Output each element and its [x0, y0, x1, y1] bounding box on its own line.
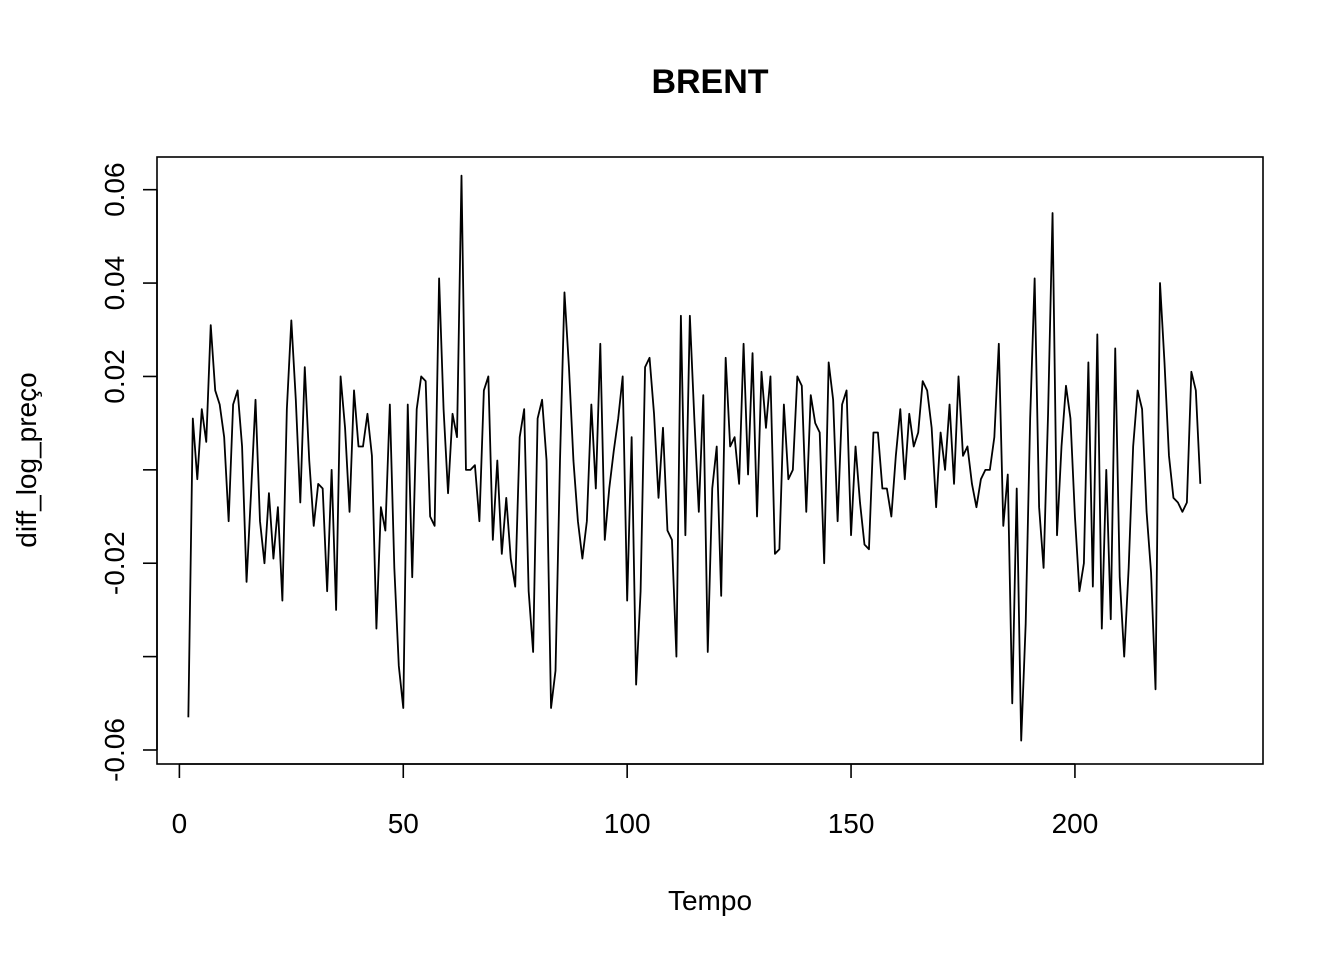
x-tick-label: 150: [828, 808, 875, 839]
y-tick-label: -0.06: [99, 718, 130, 782]
y-axis-label: diff_log_preço: [11, 372, 42, 547]
x-tick-label: 0: [172, 808, 188, 839]
x-tick-label: 100: [604, 808, 651, 839]
chart-title: BRENT: [651, 63, 768, 101]
x-tick-label: 200: [1052, 808, 1099, 839]
x-tick-label: 50: [388, 808, 419, 839]
y-tick-label: 0.02: [99, 349, 130, 404]
series-line: [187, 174, 1202, 742]
y-tick-label: 0.06: [99, 162, 130, 217]
plot-frame: [156, 156, 1264, 765]
x-axis-label: Tempo: [668, 885, 752, 916]
y-axis: -0.06 -0.02 0.02 0.04 0.06: [99, 162, 158, 782]
y-tick-label: -0.02: [99, 531, 130, 595]
x-axis: 0 50 100 150 200: [172, 763, 1099, 839]
y-tick-label: 0.04: [99, 256, 130, 311]
